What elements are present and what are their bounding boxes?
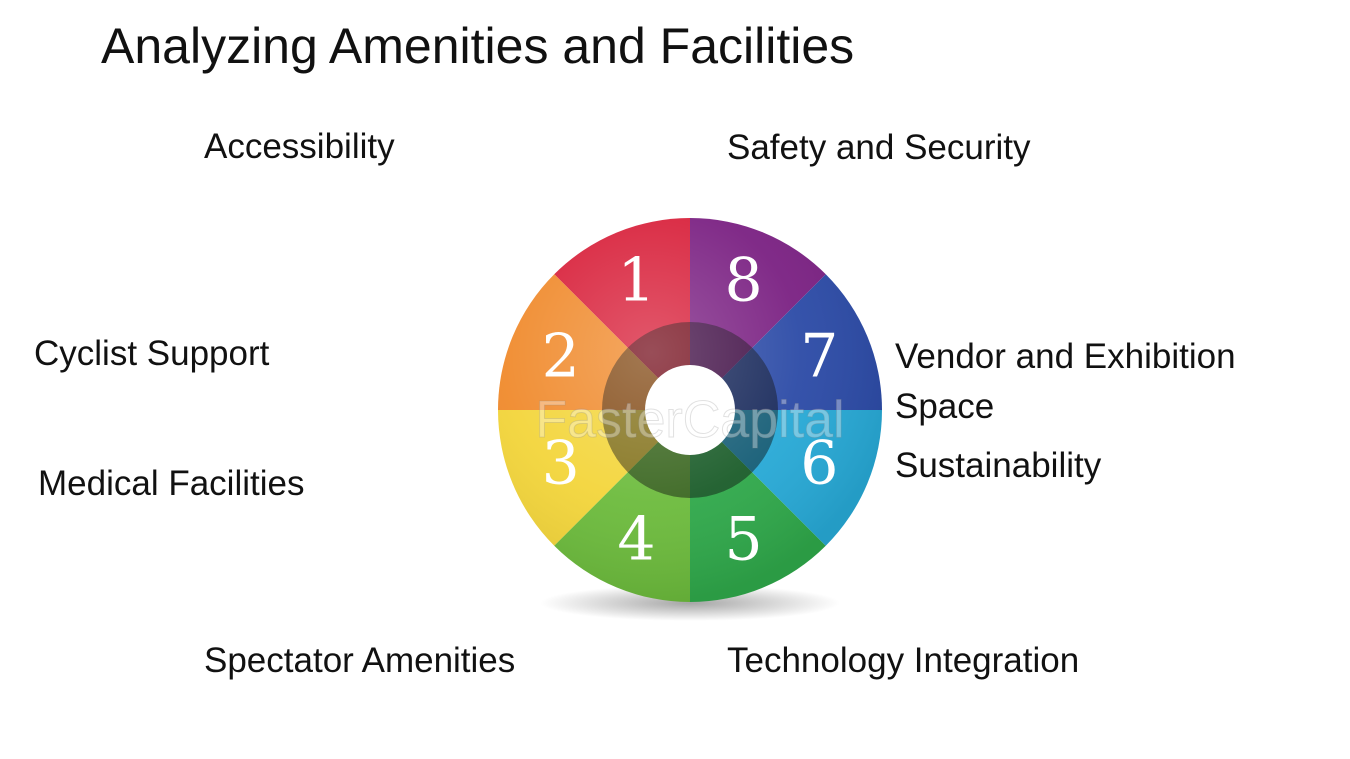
wheel-shadow (540, 585, 840, 621)
segment-number-3: 3 (542, 429, 580, 499)
segment-number-5: 5 (724, 504, 762, 574)
label-safety-and-security: Safety and Security (727, 128, 1031, 167)
segment-wheel-graphic: FasterCapital 12 34 56 78 (498, 218, 882, 621)
segment-number-4: 4 (617, 504, 655, 574)
label-technology-integration: Technology Integration (727, 641, 1080, 680)
label-vendor-and-exhibition-space: Vendor and Exhibition Space (895, 337, 1236, 426)
segment-number-8: 8 (724, 246, 762, 316)
label-accessibility: Accessibility (204, 127, 395, 166)
label-spectator-amenities: Spectator Amenities (204, 641, 516, 680)
label-sustainability: Sustainability (895, 446, 1102, 485)
segment-number-2: 2 (542, 321, 580, 391)
segment-number-7: 7 (800, 321, 838, 391)
segment-number-6: 6 (800, 429, 838, 499)
segment-number-1: 1 (617, 246, 655, 316)
label-medical-facilities: Medical Facilities (38, 464, 305, 503)
wheel-center-hole (645, 365, 735, 455)
watermark-logo: FasterCapital (535, 391, 844, 449)
page-title: Analyzing Amenities and Facilities (101, 18, 855, 74)
label-cyclist-support: Cyclist Support (34, 334, 270, 373)
